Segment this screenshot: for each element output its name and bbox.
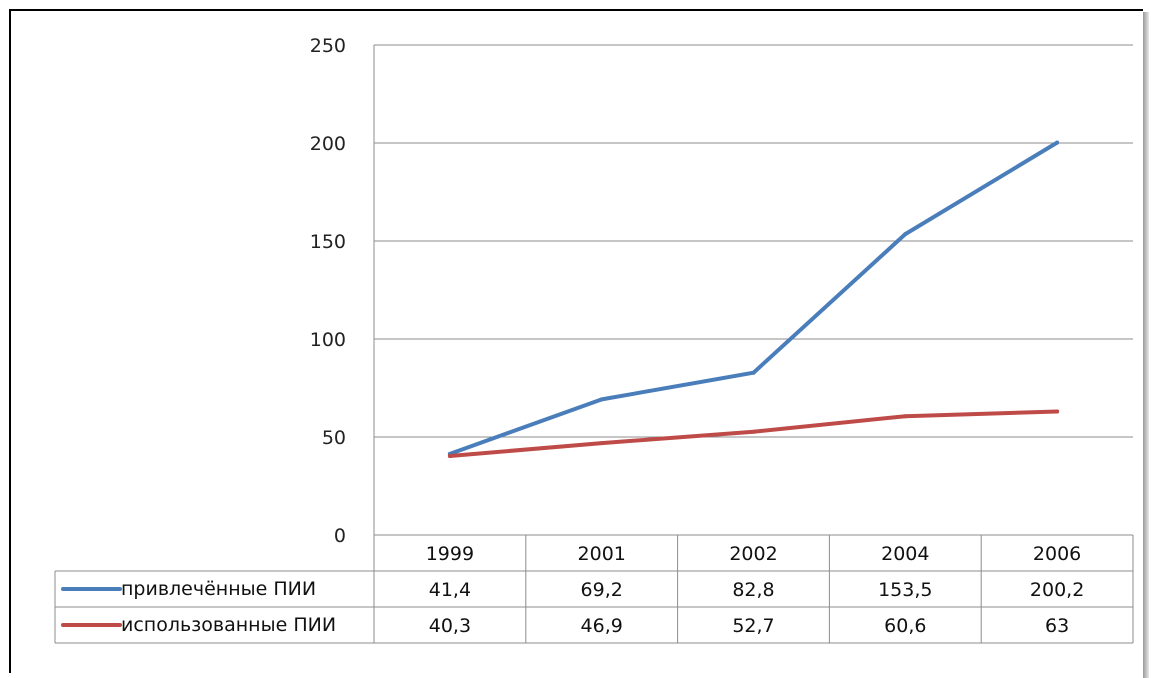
chart-frame: [9, 9, 1143, 673]
point-1-3: [903, 414, 908, 419]
x-tick-label-2006: 2006: [1033, 543, 1081, 565]
legend-label-1: использованные ПИИ: [121, 614, 336, 636]
point-1-4: [1055, 409, 1060, 414]
y-tick-label-100: 100: [310, 329, 346, 351]
data-label-0-0: 41,4: [429, 579, 471, 601]
series-line-1: [447, 409, 1060, 459]
data-label-0-3: 153,5: [878, 579, 932, 601]
point-0-4: [1055, 140, 1060, 145]
data-label-1-2: 52,7: [732, 615, 774, 637]
data-label-0-1: 69,2: [581, 579, 623, 601]
x-tick-label-2002: 2002: [729, 543, 777, 565]
frame-shadow: [1143, 12, 1149, 678]
gridlines: [373, 44, 1133, 535]
x-tick-label-1999: 1999: [426, 543, 474, 565]
y-tick-label-200: 200: [310, 133, 346, 155]
point-1-2: [751, 429, 756, 434]
point-1-0: [447, 454, 452, 459]
x-tick-label-2001: 2001: [578, 543, 626, 565]
data-label-1-3: 60,6: [884, 615, 926, 637]
legend-label-0: привлечённые ПИИ: [121, 578, 316, 600]
series-line-0: [447, 140, 1060, 456]
data-label-1-1: 46,9: [581, 615, 623, 637]
series-lines: [447, 140, 1060, 459]
data-label-1-4: 63: [1045, 615, 1069, 637]
y-tick-label-250: 250: [310, 35, 346, 57]
point-0-2: [751, 370, 756, 375]
y-tick-label-150: 150: [310, 231, 346, 253]
y-axis-ticks: 0 50 100 150 200 250: [310, 35, 346, 547]
data-label-0-4: 200,2: [1030, 579, 1084, 601]
point-0-3: [903, 232, 908, 237]
data-label-1-0: 40,3: [429, 615, 471, 637]
data-table: 1999 2001 2002 2004 2006 привлечённые ПИИ 41,4…: [54, 534, 1134, 644]
data-label-0-2: 82,8: [732, 579, 774, 601]
point-1-1: [599, 441, 604, 446]
x-tick-label-2004: 2004: [881, 543, 929, 565]
point-0-1: [599, 397, 604, 402]
y-tick-label-0: 0: [334, 525, 346, 547]
y-tick-label-50: 50: [322, 427, 346, 449]
